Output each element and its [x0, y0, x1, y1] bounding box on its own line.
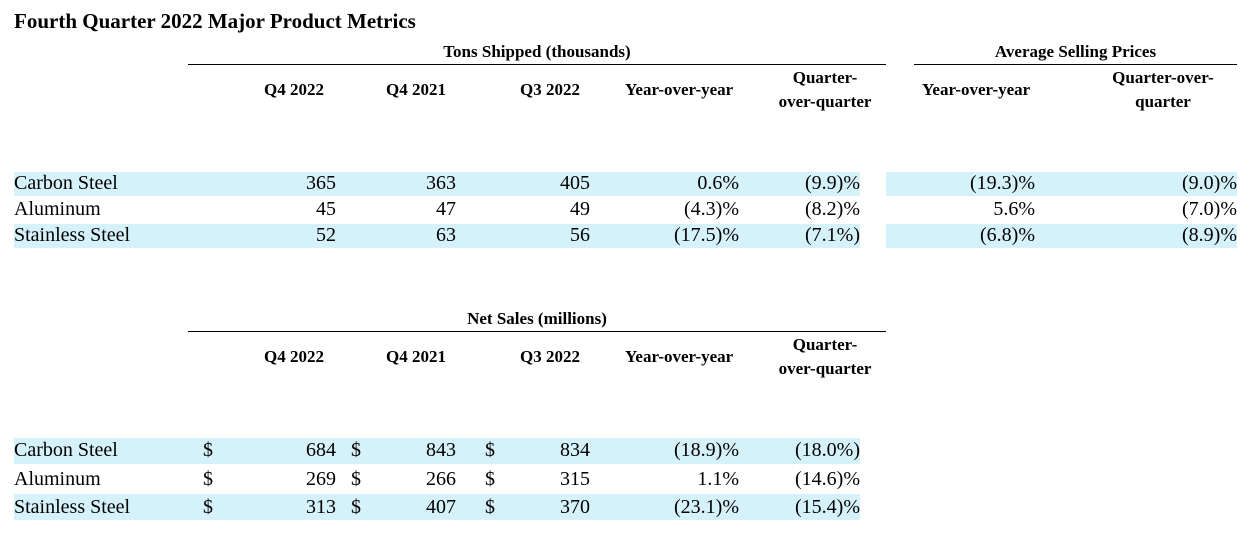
row-highlight-band — [14, 438, 860, 464]
sales-currency-symbol: $ — [351, 468, 361, 490]
tons-col-header-q3-2022: Q3 2022 — [520, 80, 580, 99]
net-sales-group-label: Net Sales (millions) — [467, 309, 607, 328]
tons-cell-q4-2022: 365 — [306, 172, 336, 194]
sales-row-label: Aluminum — [14, 468, 101, 490]
tons-cell-q3-2022: 405 — [560, 172, 590, 194]
tons-cell-q4-2021: 47 — [436, 198, 456, 220]
tons-cell-q3-2022: 49 — [570, 198, 590, 220]
sales-cell-qoq: (14.6)% — [795, 468, 860, 490]
tons-row-label: Stainless Steel — [14, 224, 131, 246]
row-highlight-band — [14, 172, 860, 196]
tons-col-header-yoy: Year-over-year — [625, 80, 734, 99]
tons-cell-q4-2022: 45 — [316, 198, 336, 220]
asp-cell-qoq: (7.0)% — [1182, 198, 1237, 220]
tons-row-label: Aluminum — [14, 198, 101, 220]
tons-cell-yoy: (4.3)% — [684, 198, 739, 220]
net-sales-header-rule — [188, 331, 886, 332]
sales-col-header-yoy: Year-over-year — [625, 347, 734, 366]
sales-col-header-q4-2021: Q4 2021 — [386, 347, 446, 366]
sales-currency-symbol: $ — [203, 439, 213, 461]
asp-cell-qoq: (8.9)% — [1182, 224, 1237, 246]
sales-currency-symbol: $ — [351, 496, 361, 518]
sales-row-label: Stainless Steel — [14, 496, 131, 518]
tons-col-header-q4-2021: Q4 2021 — [386, 80, 446, 99]
row-highlight-band — [14, 224, 860, 248]
tons-cell-yoy: 0.6% — [697, 172, 739, 194]
tons-col-header-qoq-line2: over-quarter — [778, 92, 872, 111]
sales-cell-q4-2021: 407 — [426, 496, 456, 518]
sales-col-header-qoq-line2: over-quarter — [778, 359, 872, 378]
sales-col-header-qoq-line1: Quarter- — [792, 335, 858, 354]
sales-cell-q4-2022: 313 — [306, 496, 336, 518]
tons-cell-q3-2022: 56 — [570, 224, 590, 246]
asp-cell-yoy: (19.3)% — [970, 172, 1035, 194]
sales-cell-qoq: (15.4)% — [795, 496, 860, 518]
tons-cell-q4-2021: 363 — [426, 172, 456, 194]
asp-group-label: Average Selling Prices — [994, 42, 1157, 61]
sales-cell-qoq: (18.0%) — [795, 439, 860, 461]
tons-row-label: Carbon Steel — [14, 172, 118, 194]
tons-cell-qoq: (7.1%) — [805, 224, 860, 246]
sales-currency-symbol: $ — [351, 439, 361, 461]
asp-header-rule — [914, 64, 1237, 65]
sales-col-header-q4-2022: Q4 2022 — [264, 347, 324, 366]
sales-cell-q4-2022: 684 — [306, 439, 336, 461]
asp-cell-yoy: 5.6% — [993, 198, 1035, 220]
page-title: Fourth Quarter 2022 Major Product Metric… — [14, 9, 416, 33]
tons-cell-qoq: (8.2)% — [805, 198, 860, 220]
sales-cell-yoy: (18.9)% — [674, 439, 739, 461]
tons-shipped-header-rule — [188, 64, 886, 65]
sales-col-header-q3-2022: Q3 2022 — [520, 347, 580, 366]
sales-currency-symbol: $ — [203, 496, 213, 518]
row-highlight-band — [14, 494, 860, 520]
sales-cell-yoy: (23.1)% — [674, 496, 739, 518]
tons-cell-yoy: (17.5)% — [674, 224, 739, 246]
sales-currency-symbol: $ — [485, 496, 495, 518]
sales-cell-q3-2022: 315 — [560, 468, 590, 490]
sales-cell-q4-2021: 266 — [426, 468, 456, 490]
asp-cell-qoq: (9.0)% — [1182, 172, 1237, 194]
sales-cell-q4-2022: 269 — [306, 468, 336, 490]
tons-cell-qoq: (9.9)% — [805, 172, 860, 194]
asp-col-header-yoy: Year-over-year — [922, 80, 1031, 99]
asp-cell-yoy: (6.8)% — [980, 224, 1035, 246]
asp-col-header-qoq-line2: quarter — [1135, 92, 1191, 111]
sales-currency-symbol: $ — [485, 439, 495, 461]
sales-currency-symbol: $ — [485, 468, 495, 490]
sales-cell-q3-2022: 370 — [560, 496, 590, 518]
sales-row-label: Carbon Steel — [14, 439, 118, 461]
row-highlight-band — [886, 224, 1237, 248]
asp-col-header-qoq-line1: Quarter-over- — [1112, 68, 1214, 87]
tons-cell-q4-2021: 63 — [436, 224, 456, 246]
sales-currency-symbol: $ — [203, 468, 213, 490]
sales-cell-q3-2022: 834 — [560, 439, 590, 461]
sales-cell-yoy: 1.1% — [697, 468, 739, 490]
tons-col-header-qoq-line1: Quarter- — [792, 68, 858, 87]
tons-shipped-group-label: Tons Shipped (thousands) — [443, 42, 631, 61]
row-highlight-band — [886, 172, 1237, 196]
sales-cell-q4-2021: 843 — [426, 439, 456, 461]
tons-cell-q4-2022: 52 — [316, 224, 336, 246]
tons-col-header-q4-2022: Q4 2022 — [264, 80, 324, 99]
